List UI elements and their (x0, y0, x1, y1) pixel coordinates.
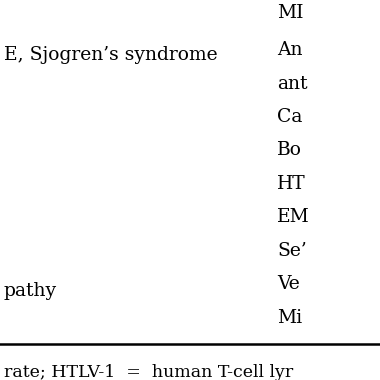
Text: E, Sjogren’s syndrome: E, Sjogren’s syndrome (4, 46, 217, 64)
Text: pathy: pathy (4, 282, 57, 300)
Text: Se’: Se’ (277, 242, 307, 260)
Text: Mi: Mi (277, 309, 302, 327)
Text: HT: HT (277, 175, 306, 193)
Text: Ca: Ca (277, 108, 303, 126)
Text: rate; HTLV-1  =  human T-cell lyr: rate; HTLV-1 = human T-cell lyr (4, 364, 293, 380)
Text: EM: EM (277, 208, 310, 226)
Text: MI: MI (277, 4, 304, 22)
Text: ant: ant (277, 74, 308, 93)
Text: An: An (277, 41, 303, 59)
Text: Bo: Bo (277, 141, 302, 160)
Text: Ve: Ve (277, 275, 300, 293)
